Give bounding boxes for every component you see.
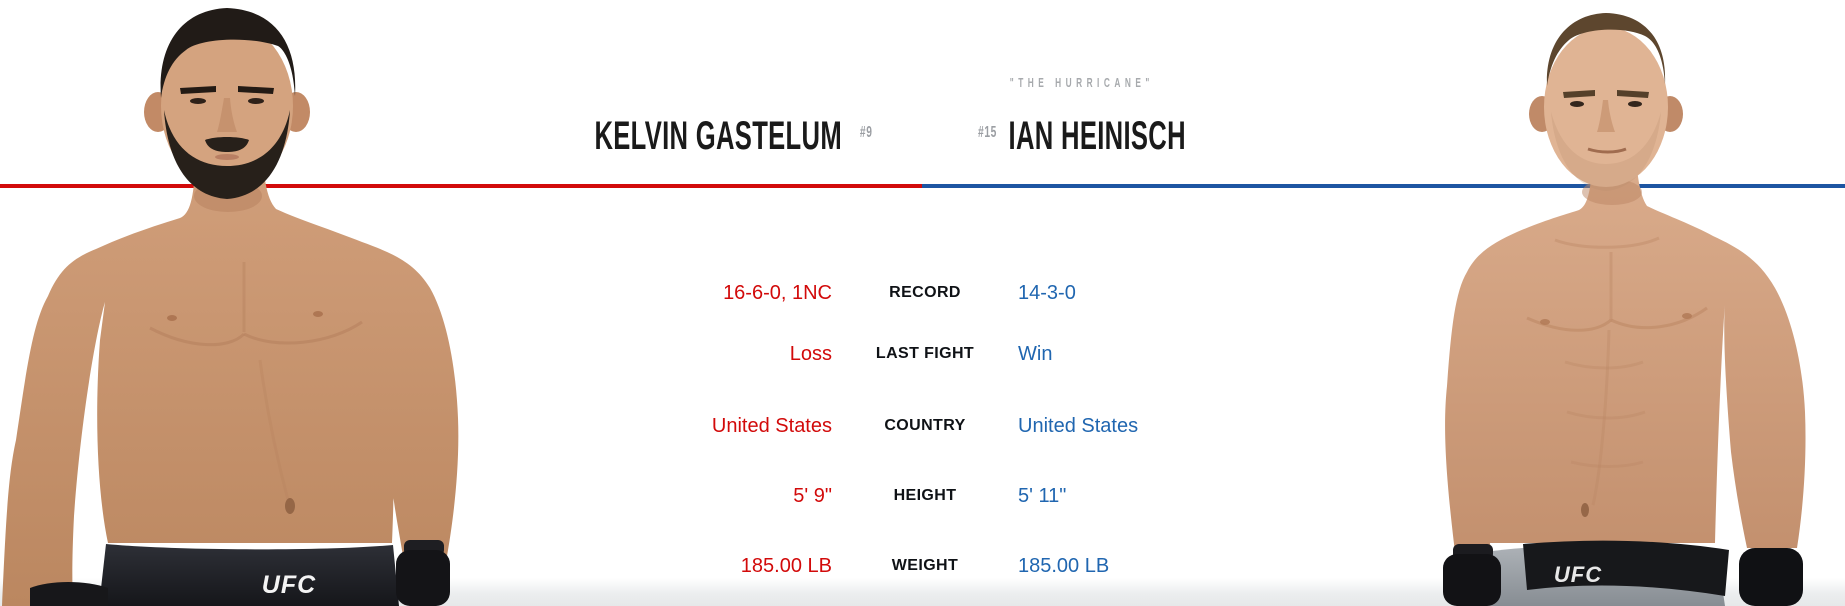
stat-label: RECORD (889, 284, 961, 301)
stat-label: LAST FIGHT (875, 345, 975, 362)
right-fighter-name[interactable]: IAN HEINISCH (1008, 114, 1186, 158)
stat-left-value: Loss (789, 342, 832, 365)
left-fighter-rank: #9 (860, 124, 873, 141)
stat-right-value: 5' 11" (1018, 484, 1067, 507)
left-fighter-left-glove (30, 582, 108, 606)
left-fighter-name-block: KELVIN GASTELUM #9 (595, 116, 873, 156)
left-fighter-hair (160, 8, 296, 98)
stat-left-value: 185.00 LB (740, 554, 832, 577)
right-fighter-rank: #15 (978, 124, 998, 141)
red-corner-line (0, 184, 922, 188)
right-fighter-waistband (1523, 540, 1729, 596)
left-fighter-beard (164, 110, 290, 199)
left-fighter-image[interactable]: UFC (0, 0, 480, 606)
stat-row-record: 16-6-0, 1NC RECORD 14-3-0 (500, 281, 1345, 305)
right-shorts-ufc-logo: UFC (1554, 562, 1602, 587)
stat-right-value: 185.00 LB (1018, 554, 1110, 577)
stat-left-value: United States (711, 414, 832, 437)
right-fighter-hair (1546, 13, 1666, 86)
stat-right-value: United States (1018, 414, 1139, 437)
left-fighter-right-glove (396, 550, 450, 606)
right-fighter-silhouette: UFC (1443, 13, 1806, 606)
right-fighter-right-glove (1443, 554, 1501, 606)
stat-left-value: 5' 9" (793, 484, 832, 507)
blue-corner-line (922, 184, 1845, 188)
stat-row-country: United States COUNTRY United States (500, 414, 1345, 438)
stat-row-height: 5' 9" HEIGHT 5' 11" (500, 484, 1345, 508)
stat-label: WEIGHT (891, 557, 959, 574)
stat-right-value: 14-3-0 (1018, 281, 1076, 304)
left-fighter-silhouette: UFC (2, 8, 459, 606)
stat-label: COUNTRY (884, 417, 966, 434)
stat-row-weight: 185.00 LB WEIGHT 185.00 LB (500, 554, 1345, 578)
right-fighter-image[interactable]: UFC (1395, 0, 1845, 606)
right-fighter-left-glove (1739, 548, 1803, 606)
stat-left-value: 16-6-0, 1NC (723, 281, 832, 304)
left-fighter-shorts (99, 544, 399, 606)
right-fighter-name-block: #15 "THE HURRICANE" IAN HEINISCH (978, 76, 1186, 158)
left-fighter-name[interactable]: KELVIN GASTELUM (594, 114, 843, 158)
left-shorts-ufc-logo: UFC (262, 571, 316, 599)
stat-row-last-fight: Loss LAST FIGHT Win (500, 342, 1345, 366)
stat-right-value: Win (1018, 342, 1053, 365)
stat-label: HEIGHT (893, 487, 957, 504)
right-fighter-nickname: "THE HURRICANE" (1009, 75, 1154, 90)
